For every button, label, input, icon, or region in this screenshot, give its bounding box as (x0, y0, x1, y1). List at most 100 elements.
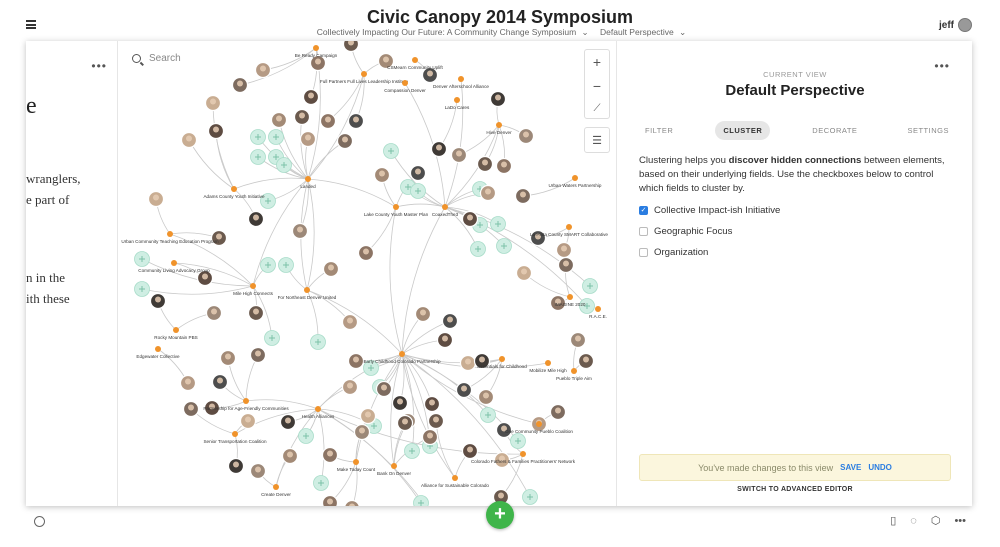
initiative-node[interactable] (304, 287, 310, 293)
undo-button[interactable]: UNDO (868, 463, 892, 472)
initiative-node[interactable] (250, 283, 256, 289)
person-node-face (535, 233, 541, 240)
zoom-out-button[interactable]: − (592, 78, 602, 95)
tab-filter[interactable]: FILTER (645, 126, 674, 135)
bottom-toolbar: ▯ ◌ ⬡ ••• (890, 514, 966, 528)
initiative-node[interactable] (454, 97, 460, 103)
initiative-label: Urban Waters Partnership (549, 183, 602, 188)
person-node-face (485, 188, 491, 195)
user-menu[interactable]: jeff (939, 18, 972, 32)
chat-icon[interactable]: ◌ (910, 514, 917, 527)
initiative-node[interactable] (399, 351, 405, 357)
person-node-face (433, 416, 439, 423)
cluster-option-geographic[interactable]: Geographic Focus (639, 226, 780, 237)
initiative-node[interactable] (232, 431, 238, 437)
initiative-node[interactable] (171, 260, 177, 266)
cube-icon[interactable]: ⬡ (930, 515, 941, 527)
left-text-line: wranglers, (26, 171, 81, 186)
person-node-face (495, 94, 501, 101)
initiative-node[interactable] (458, 76, 464, 82)
person-node-face (233, 461, 239, 468)
view-selector[interactable]: Default Perspective ⌄ (600, 27, 687, 37)
person-node-face (397, 398, 403, 405)
cluster-node-glyph (475, 246, 481, 252)
initiative-node[interactable] (315, 406, 321, 412)
cluster-node-glyph (587, 283, 593, 289)
tab-decorate[interactable]: DECORATE (812, 126, 858, 135)
initiative-node[interactable] (545, 360, 551, 366)
cluster-option-organization[interactable]: Organization (639, 247, 780, 258)
save-button[interactable]: SAVE (840, 463, 862, 472)
initiative-node[interactable] (567, 294, 573, 300)
person-node-face (420, 309, 426, 316)
globe-icon[interactable] (34, 516, 45, 527)
person-node-face (202, 273, 208, 280)
initiative-label: IMAGINE 2020 (555, 302, 586, 307)
initiative-node[interactable] (496, 122, 502, 128)
initiative-node[interactable] (499, 356, 505, 362)
person-node-face (347, 382, 353, 389)
person-node[interactable] (342, 41, 360, 53)
search-input[interactable]: Search (149, 53, 181, 64)
zoom-in-button[interactable]: + (592, 54, 602, 71)
initiative-node[interactable] (572, 175, 578, 181)
initiative-node[interactable] (571, 368, 577, 374)
initiative-node[interactable] (173, 327, 179, 333)
person-node-face (555, 407, 561, 414)
cluster-description: Clustering helps you discover hidden con… (639, 155, 945, 194)
initiative-node[interactable] (452, 475, 458, 481)
person-node-face (153, 194, 159, 201)
initiative-node[interactable] (361, 71, 367, 77)
initiative-node[interactable] (305, 176, 311, 182)
menu-icon[interactable] (26, 20, 36, 30)
cluster-node-glyph (515, 438, 521, 444)
initiative-node[interactable] (167, 231, 173, 237)
graph-canvas[interactable]: Be Ready Campaign CSMearn Community Uplif… (118, 41, 616, 506)
initiative-node[interactable] (155, 346, 161, 352)
initiative-node[interactable] (566, 224, 572, 230)
more-icon[interactable]: ••• (934, 59, 950, 73)
checkbox-checked[interactable]: ✓ (639, 206, 648, 215)
map-icon[interactable]: ▯ (890, 515, 897, 527)
tab-settings[interactable]: SETTINGS (907, 126, 949, 135)
initiative-node[interactable] (393, 204, 399, 210)
graph-edge (444, 124, 500, 208)
initiative-node[interactable] (273, 484, 279, 490)
person-node-face (429, 399, 435, 406)
initiative-node[interactable] (520, 451, 526, 457)
initiative-label: Early Childhood Colorado Partnership (363, 359, 441, 364)
advanced-editor-link[interactable]: SWITCH TO ADVANCED EDITOR (737, 486, 853, 493)
initiative-node[interactable] (536, 421, 542, 427)
project-selector[interactable]: Collectively Impacting Our Future: A Com… (316, 27, 589, 37)
cluster-options: ✓ Collective Impact-ish Initiative Geogr… (639, 205, 780, 268)
wand-icon[interactable]: ⟋ (593, 102, 601, 114)
avatar (958, 18, 972, 32)
cluster-option-initiative[interactable]: ✓ Collective Impact-ish Initiative (639, 205, 781, 216)
person-node[interactable] (344, 499, 360, 507)
sliders-icon[interactable]: ☰ (584, 127, 610, 153)
cluster-node-glyph (281, 162, 287, 168)
search-box[interactable]: Search (132, 53, 181, 64)
tab-cluster[interactable]: CLUSTER (715, 121, 771, 140)
initiative-node[interactable] (412, 57, 418, 63)
initiative-node[interactable] (313, 45, 319, 51)
more-icon[interactable]: ••• (91, 59, 107, 73)
initiative-node[interactable] (353, 459, 359, 465)
initiative-label: Senior Transportation Coalition (203, 439, 267, 444)
person-node-face (359, 427, 365, 434)
initiative-node[interactable] (402, 80, 408, 86)
checkbox[interactable] (639, 248, 648, 257)
person-node-face (363, 248, 369, 255)
add-element-button[interactable]: + (486, 501, 514, 529)
network-graph[interactable]: Be Ready Campaign CSMearn Community Uplif… (118, 41, 616, 506)
breadcrumb: Collectively Impacting Our Future: A Com… (0, 27, 1000, 38)
initiative-node[interactable] (595, 306, 601, 312)
initiative-node[interactable] (391, 463, 397, 469)
initiative-label: Essentials for Childhood (477, 364, 527, 369)
more-icon[interactable]: ••• (954, 514, 966, 527)
person-node-face (555, 298, 561, 305)
initiative-node[interactable] (243, 398, 249, 404)
checkbox[interactable] (639, 227, 648, 236)
initiative-node[interactable] (442, 204, 448, 210)
initiative-node[interactable] (231, 186, 237, 192)
